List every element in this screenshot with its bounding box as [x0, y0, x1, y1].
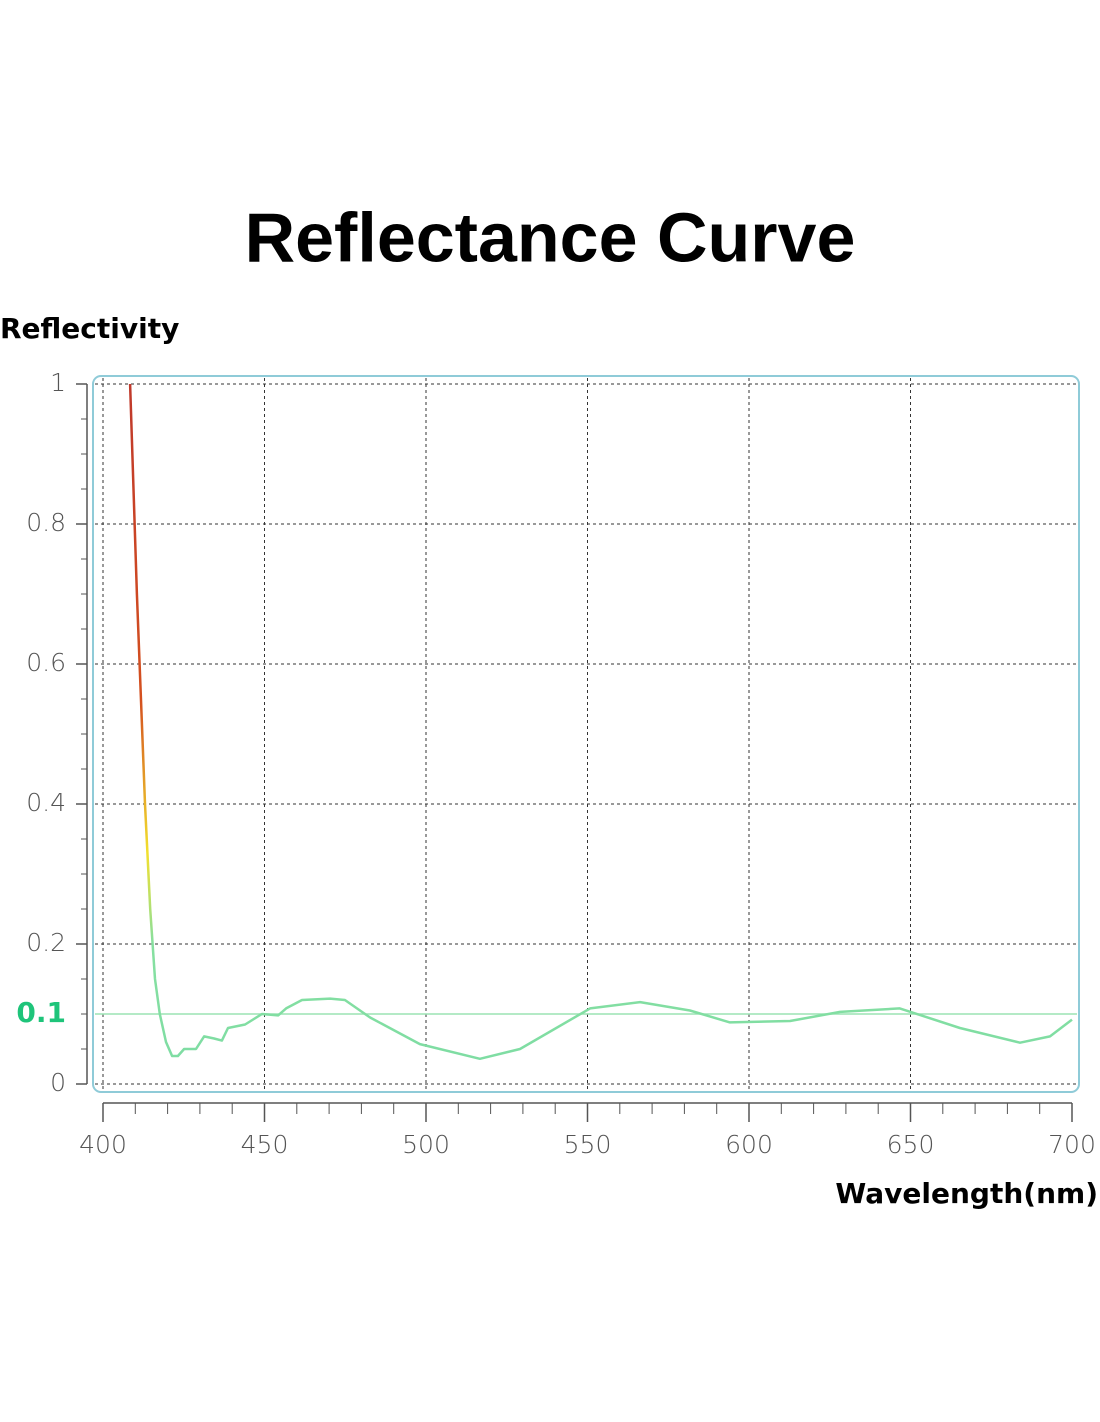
y-tick-label: 0: [50, 1068, 66, 1097]
y-tick-label: 0.6: [26, 648, 66, 677]
plot-frame: [92, 375, 1080, 1093]
y-tick-label: 1: [50, 368, 66, 397]
y-axis-label: Reflectivity: [0, 312, 179, 345]
x-tick-label: 700: [1048, 1130, 1096, 1159]
data-line: [128, 383, 1073, 1061]
chart-title: Reflectance Curve: [245, 198, 856, 276]
x-tick-label: 500: [402, 1130, 450, 1159]
x-tick-label: 550: [564, 1130, 612, 1159]
reference-label: 0.1: [16, 996, 66, 1029]
y-tick-label: 0.8: [26, 508, 66, 537]
y-tick-label: 0.4: [26, 788, 66, 817]
y-tick-label: 0.2: [26, 928, 66, 957]
x-tick-label: 400: [79, 1130, 127, 1159]
x-tick-label: 600: [725, 1130, 773, 1159]
x-tick-label: 450: [241, 1130, 289, 1159]
x-tick-label: 650: [887, 1130, 935, 1159]
x-axis-label: Wavelength(nm): [835, 1177, 1098, 1210]
